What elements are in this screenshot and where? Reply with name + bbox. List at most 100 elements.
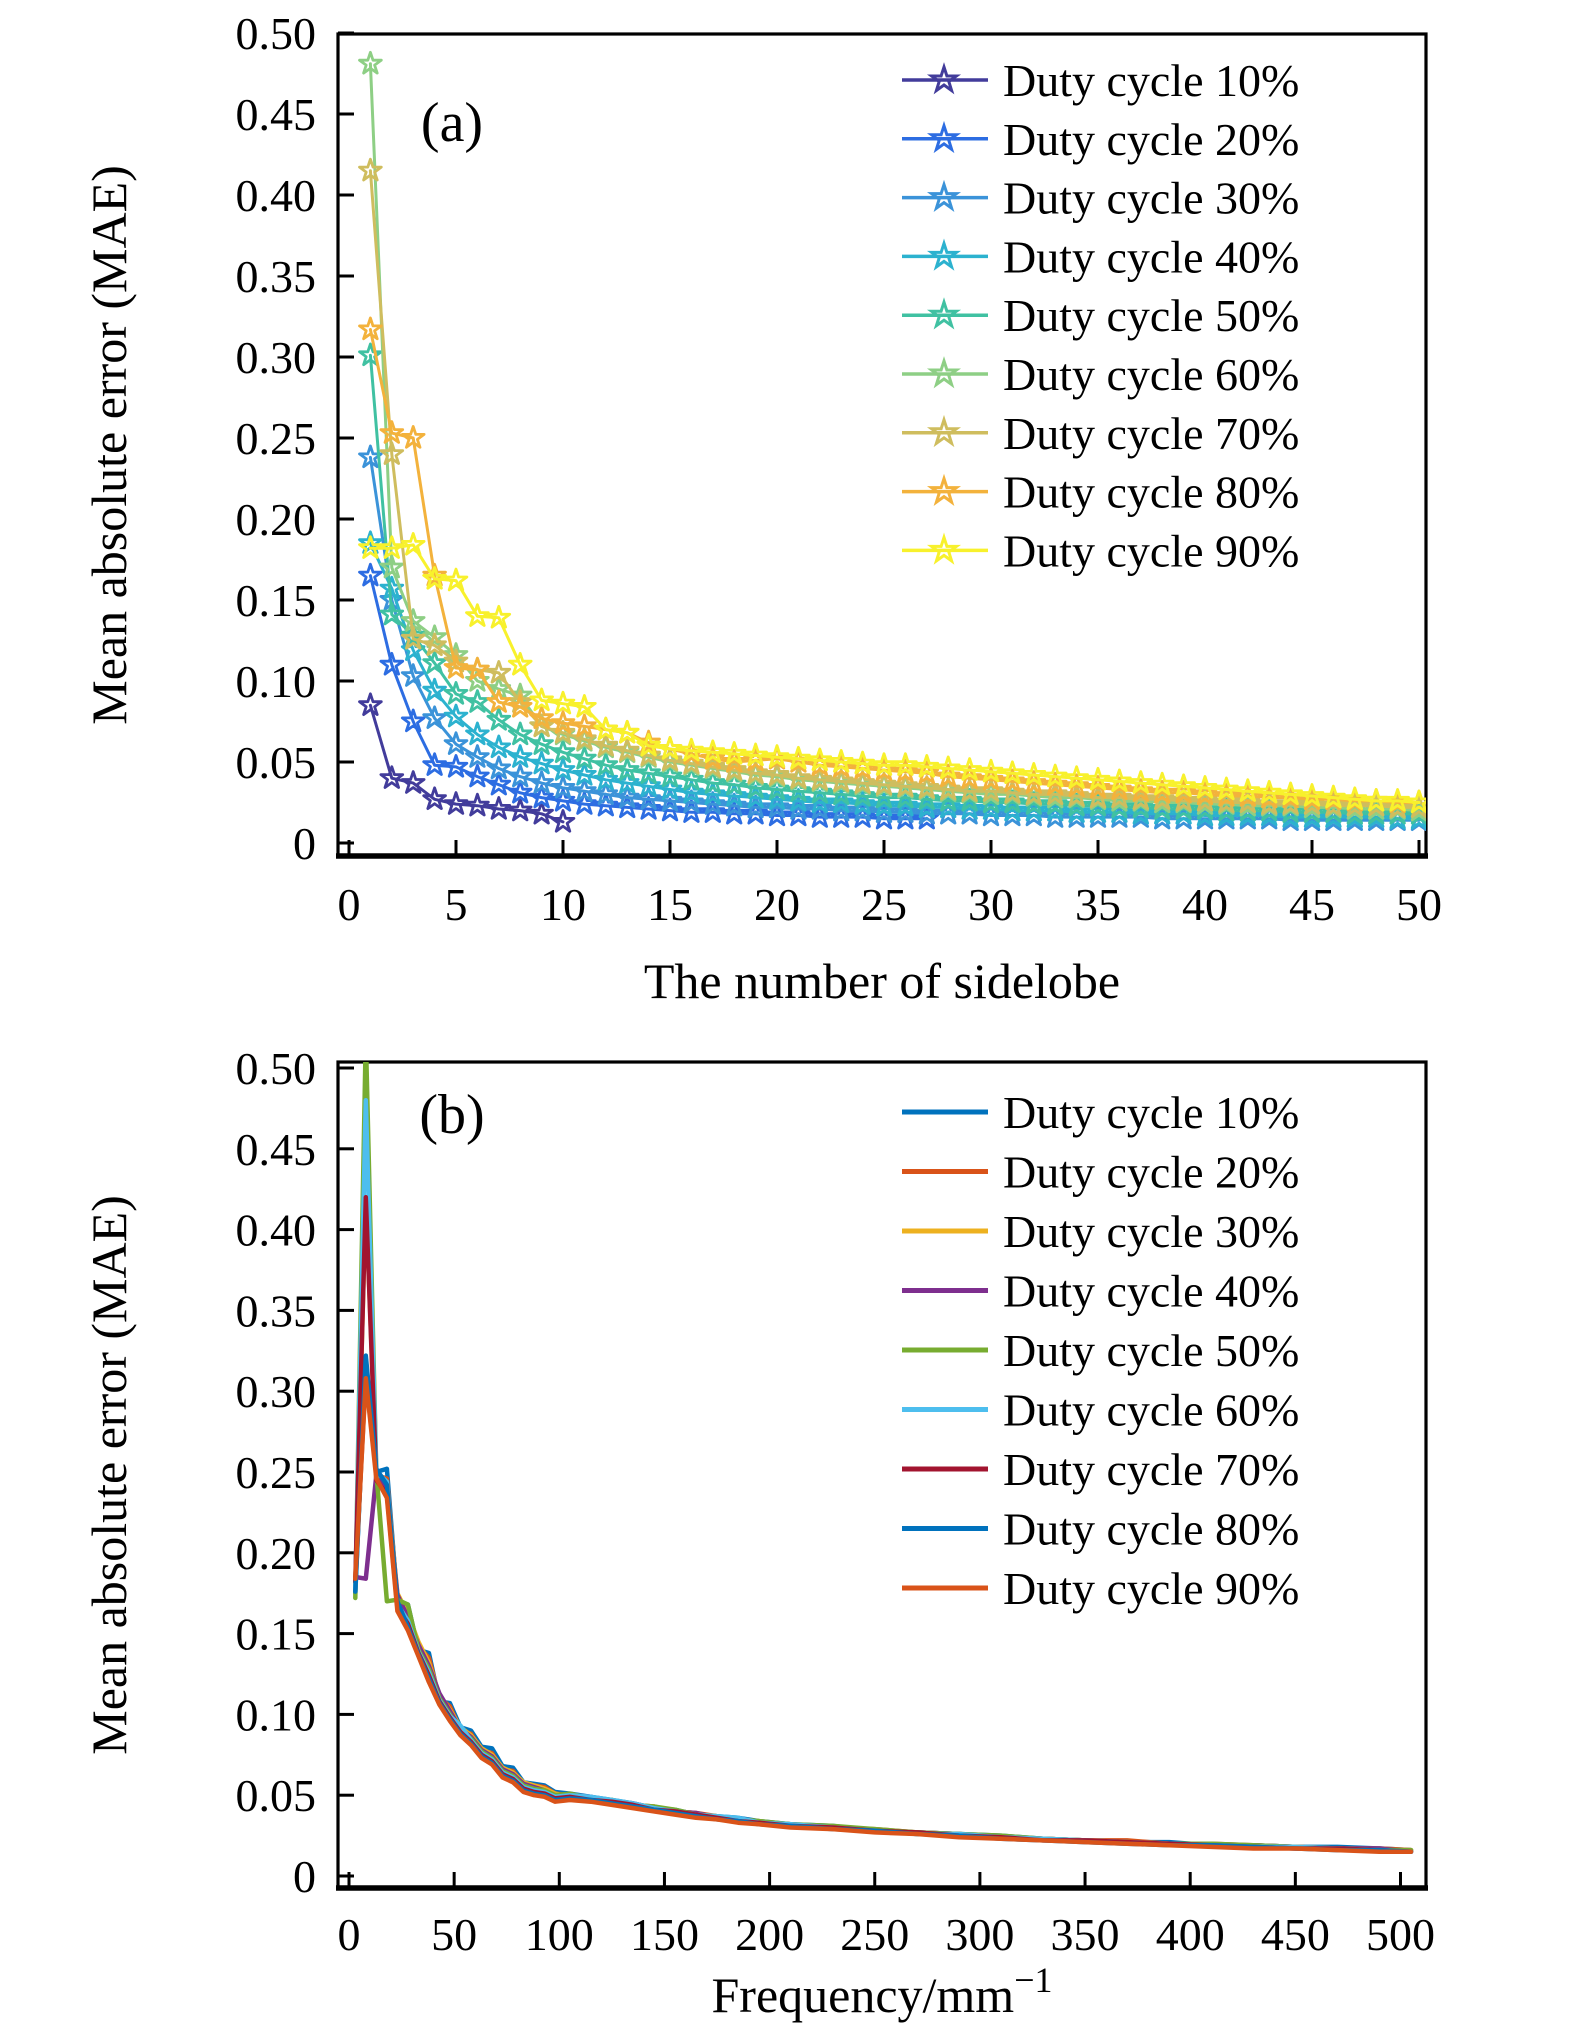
legend: Duty cycle 10% Duty cycle 20% Duty cycle 3…: [902, 1087, 1299, 1614]
legend-label: Duty cycle 40%: [1003, 1266, 1299, 1317]
legend-item: Duty cycle 70%: [902, 1444, 1299, 1495]
y-axis-label: Mean absolute error (MAE): [81, 165, 137, 725]
legend-item: Duty cycle 30%: [902, 173, 1299, 224]
x-tick-label: 400: [1156, 1909, 1225, 1960]
legend-star-icon: [926, 297, 962, 330]
legend-item: Duty cycle 10%: [902, 55, 1299, 106]
series-line-duty-cycle-90: [353, 1376, 1414, 1855]
series-markers-duty-cycle-90: [358, 532, 1426, 814]
y-tick-label: 0.25: [236, 413, 317, 464]
x-tick-label: 45: [1289, 879, 1335, 930]
legend-label: Duty cycle 10%: [1003, 55, 1299, 106]
legend-label: Duty cycle 40%: [1003, 231, 1299, 282]
x-tick-label: 500: [1366, 1909, 1435, 1960]
y-tick-label: 0.50: [236, 1043, 317, 1094]
y-tick-label: 0.30: [236, 332, 317, 383]
y-tick-label: 0.20: [236, 494, 317, 545]
x-tick-label: 50: [431, 1909, 477, 1960]
legend-item: Duty cycle 20%: [902, 114, 1299, 165]
y-tick-label: 0.05: [236, 1770, 317, 1821]
legend-item: Duty cycle 40%: [902, 1266, 1299, 1317]
legend-label: Duty cycle 60%: [1003, 349, 1299, 400]
y-tick-label: 0.30: [236, 1366, 317, 1417]
legend: Duty cycle 10% Duty cycle 20% Duty cycle 3…: [902, 55, 1299, 576]
x-tick-label: 250: [840, 1909, 909, 1960]
legend-label: Duty cycle 90%: [1003, 525, 1299, 576]
legend-star-icon: [926, 120, 962, 154]
x-tick-label: 40: [1182, 879, 1228, 930]
x-tick-label: 15: [647, 879, 693, 930]
y-tick-label: 0.10: [236, 656, 317, 707]
y-tick-label: 0: [293, 1851, 316, 1902]
series-markers-duty-cycle-30: [358, 444, 1426, 831]
y-tick-label: 0.50: [236, 8, 317, 59]
x-tick-label: 100: [525, 1909, 594, 1960]
legend-label: Duty cycle 30%: [1003, 1206, 1299, 1257]
y-tick-label: 0.45: [236, 1124, 317, 1175]
panel-label-b: (b): [419, 1084, 484, 1146]
chart-a: 0 5 10 15 20 25 30 35 40 45 50 0 0.05 0.10 0.15 0.20 0.2…: [81, 8, 1442, 1009]
y-tick-label: 0.10: [236, 1689, 317, 1740]
y-tick-label: 0.40: [236, 1205, 317, 1256]
y-tick-label: 0.25: [236, 1447, 317, 1498]
series-group: [353, 1062, 1414, 1855]
y-tick-label: 0.15: [236, 575, 317, 626]
y-tick-label: 0: [293, 818, 316, 869]
y-tick-label: 0.15: [236, 1609, 317, 1660]
y-tick-label: 0.35: [236, 251, 317, 302]
chart-b: 0 50 100 150 200 250 300 350 400 450 500 0 0.05 0.10 0…: [81, 1043, 1435, 2023]
legend-item: Duty cycle 10%: [902, 1087, 1299, 1138]
legend-item: Duty cycle 90%: [902, 1563, 1299, 1614]
x-tick-label: 30: [968, 879, 1014, 930]
legend-label: Duty cycle 50%: [1003, 1325, 1299, 1376]
x-tick-label: 35: [1075, 879, 1121, 930]
x-tick-label: 10: [540, 879, 586, 930]
x-axis-label: The number of sidelobe: [644, 953, 1120, 1009]
x-tick-label: 20: [754, 879, 800, 930]
legend-star-icon: [926, 414, 962, 448]
x-tick-label: 150: [630, 1909, 699, 1960]
x-tick-label: 350: [1051, 1909, 1120, 1960]
x-tick-label: 25: [861, 879, 907, 930]
x-tick-label: 5: [445, 879, 468, 930]
series-markers-duty-cycle-20: [358, 562, 940, 830]
legend-label: Duty cycle 90%: [1003, 1563, 1299, 1614]
series-group: [358, 50, 1426, 833]
x-tick-label: 0: [338, 1909, 361, 1960]
legend-item: Duty cycle 50%: [902, 290, 1299, 341]
panel-label-a: (a): [421, 92, 483, 154]
legend-label: Duty cycle 70%: [1003, 1444, 1299, 1495]
legend-label: Duty cycle 50%: [1003, 290, 1299, 341]
y-axis-label: Mean absolute error (MAE): [81, 1195, 137, 1755]
legend-label: Duty cycle 80%: [1003, 1504, 1299, 1555]
legend-star-icon: [926, 356, 962, 389]
legend-label: Duty cycle 20%: [1003, 114, 1299, 165]
x-tick-label: 200: [735, 1909, 804, 1960]
legend-star-icon: [926, 238, 962, 271]
legend-star-icon: [926, 532, 962, 565]
y-tick-label: 0.05: [236, 737, 317, 788]
legend-label: Duty cycle 10%: [1003, 1087, 1299, 1138]
legend-item: Duty cycle 80%: [902, 1504, 1299, 1555]
legend-item: Duty cycle 20%: [902, 1147, 1299, 1198]
x-tick-label: 0: [338, 879, 361, 930]
y-tick-label: 0.20: [236, 1528, 317, 1579]
y-tick-label: 0.45: [236, 89, 317, 140]
legend-item: Duty cycle 30%: [902, 1206, 1299, 1257]
legend-star-icon: [926, 62, 962, 95]
legend-item: Duty cycle 60%: [902, 1385, 1299, 1436]
series-markers-duty-cycle-50: [358, 342, 1426, 825]
legend-star-icon: [926, 179, 962, 212]
series-markers-duty-cycle-10: [358, 692, 576, 833]
legend-label: Duty cycle 60%: [1003, 1385, 1299, 1436]
legend-item: Duty cycle 90%: [902, 525, 1299, 576]
x-tick-label: 50: [1396, 879, 1442, 930]
legend-label: Duty cycle 30%: [1003, 173, 1299, 224]
legend-item: Duty cycle 50%: [902, 1325, 1299, 1376]
legend-item: Duty cycle 80%: [902, 467, 1299, 518]
legend-item: Duty cycle 70%: [902, 408, 1299, 459]
legend-star-icon: [926, 473, 962, 506]
legend-item: Duty cycle 60%: [902, 349, 1299, 400]
